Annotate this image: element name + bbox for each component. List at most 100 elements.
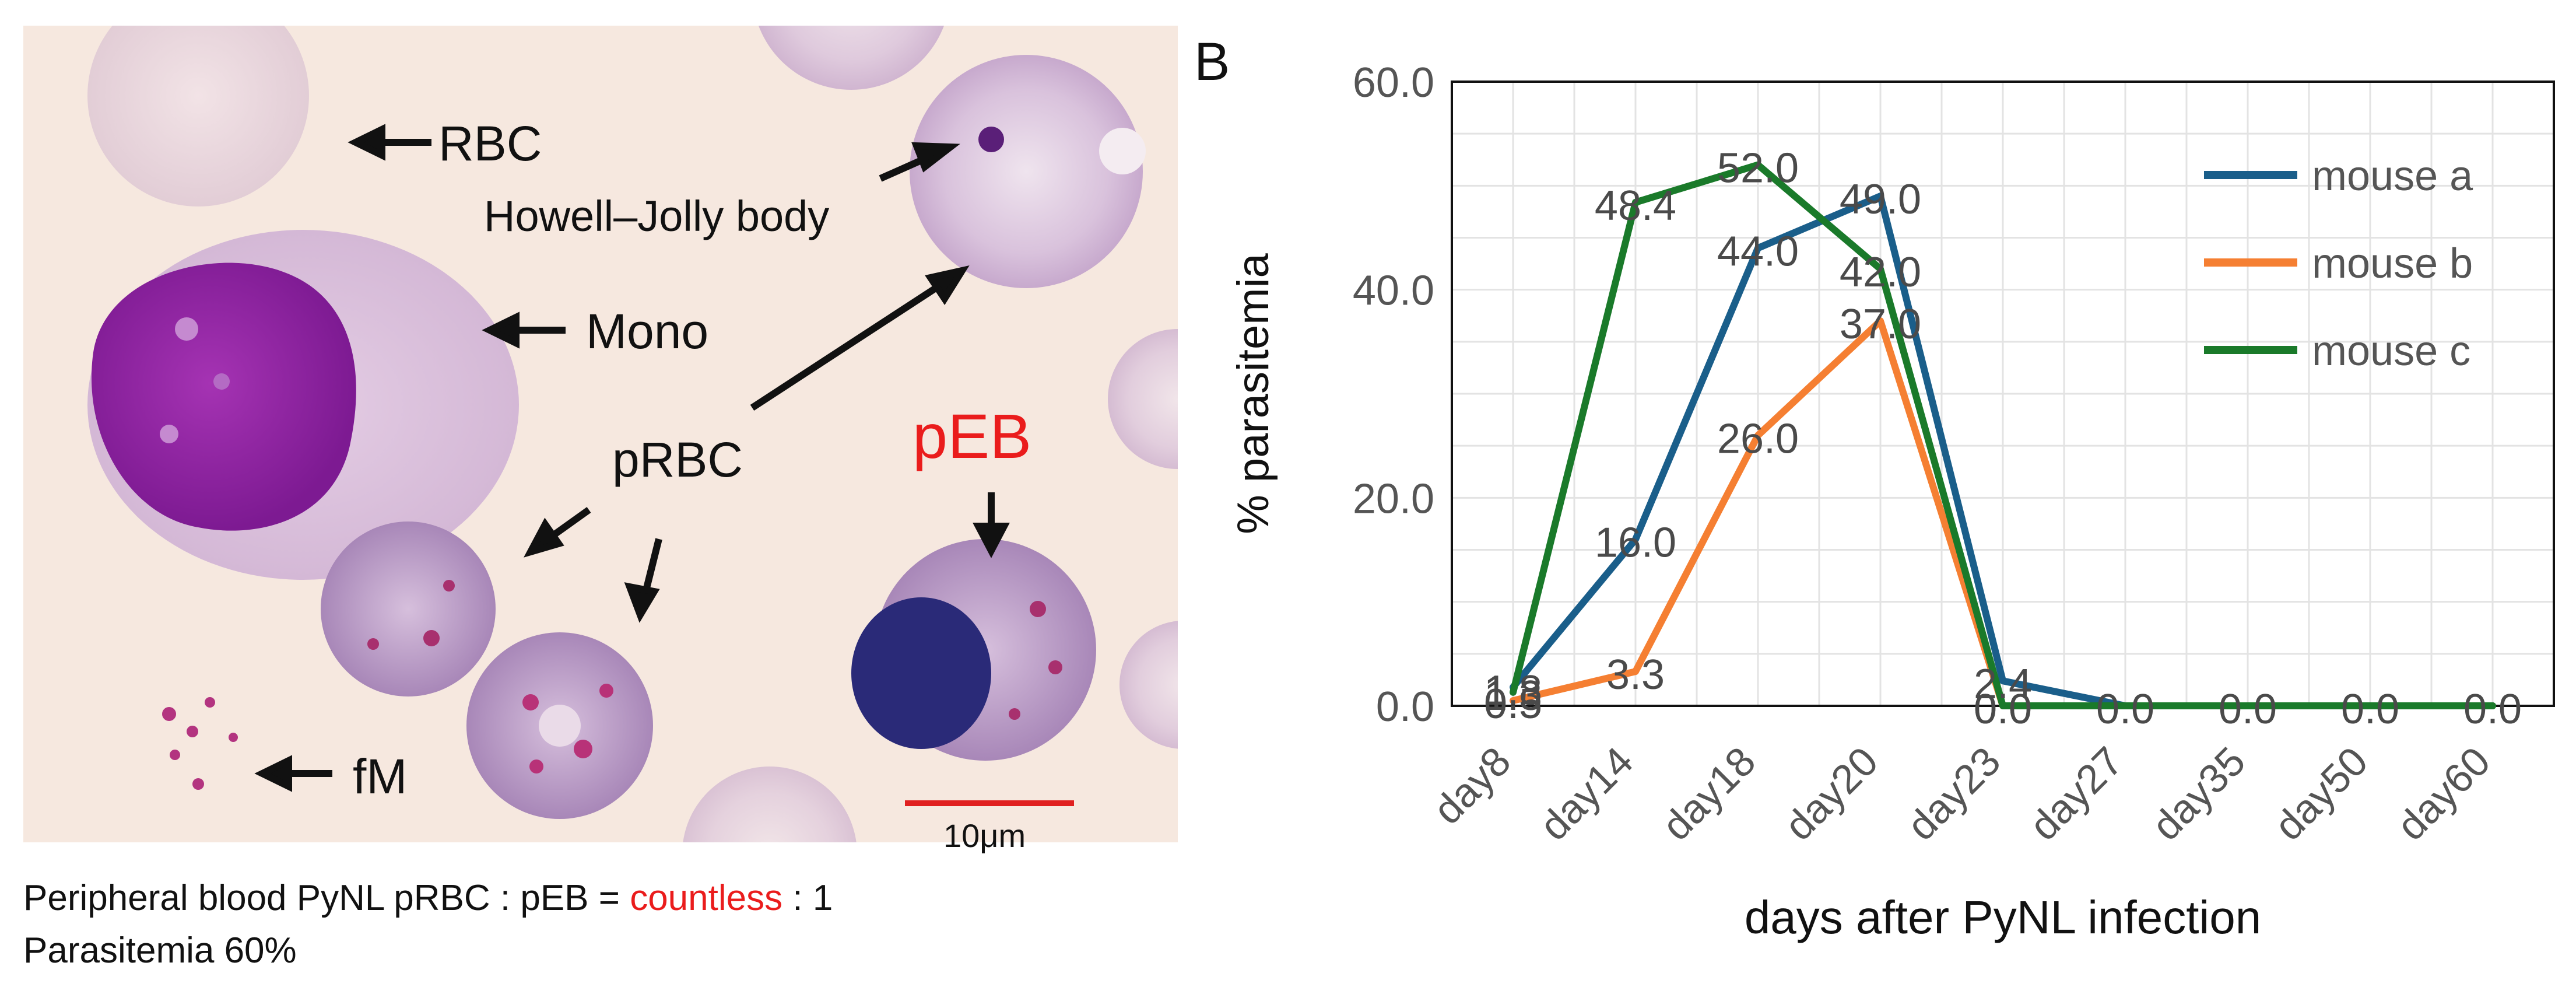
x-tick-label: day50 — [2266, 738, 2377, 849]
peb-nucleus — [851, 597, 991, 749]
y-tick-label: 0.0 — [1376, 684, 1434, 730]
nucleus-vacuole — [160, 425, 178, 443]
data-label: 0.0 — [2463, 686, 2522, 733]
fm-fragment — [162, 707, 176, 721]
data-label: 48.4 — [1595, 183, 1676, 229]
parasite-spot — [574, 740, 592, 758]
arrow-peb-head — [973, 523, 1010, 558]
rbc-cell-partial — [758, 26, 945, 90]
x-tick-label: day35 — [2143, 738, 2254, 849]
monocyte-nucleus — [91, 262, 356, 531]
data-label: 16.0 — [1595, 520, 1676, 566]
parasite-spot — [522, 694, 539, 710]
nucleus-vacuole — [213, 373, 230, 390]
y-axis-title: % parasitemia — [1229, 253, 1278, 534]
y-tick-label: 20.0 — [1353, 475, 1434, 522]
fm-fragment — [187, 726, 198, 737]
scale-bar — [905, 800, 1074, 806]
data-label: 49.0 — [1840, 176, 1921, 223]
data-label: 0.0 — [1974, 686, 2032, 733]
y-tick-label: 40.0 — [1353, 268, 1434, 314]
data-label: 0.0 — [2341, 686, 2399, 733]
data-label: 1.8 — [1484, 667, 1542, 714]
micrograph-drawing — [23, 26, 1178, 842]
parasitemia-line-chart: 0.0 20.0 40.0 60.0 day8 day14 day18 day20 day23… — [1229, 60, 2555, 943]
arrow-prbc-upper — [750, 279, 947, 411]
label-rbc: RBC — [438, 116, 542, 171]
blood-smear-micrograph: RBC Howell–Jolly body Mono pRBC pEB fM — [23, 26, 1178, 842]
parasite-spot — [1048, 660, 1062, 674]
legend-label: mouse a — [2312, 153, 2473, 200]
caption-line-1: Peripheral blood PyNL pRBC : pEB = count… — [23, 872, 833, 925]
arrow-fm-head — [254, 755, 292, 792]
prbc-cell — [321, 522, 496, 696]
cell-pallor — [1099, 128, 1146, 174]
label-mono: Mono — [586, 304, 709, 359]
x-tick-label: day60 — [2388, 738, 2499, 849]
x-tick-label: day14 — [1531, 738, 1642, 849]
data-label: 3.3 — [1606, 652, 1665, 698]
y-axis-ticks: 0.0 20.0 40.0 60.0 — [1353, 60, 1434, 730]
annotation-arrows — [254, 124, 1010, 792]
parasite-spot — [1030, 601, 1046, 617]
parasite-spot — [529, 760, 543, 774]
fm-fragment — [229, 733, 238, 742]
arrow-mono-head — [482, 312, 520, 349]
caption-line-1-suffix: : 1 — [782, 878, 833, 918]
arrow-prbc-lower-head — [624, 582, 660, 623]
label-fm: fM — [353, 749, 408, 804]
data-label: 0.0 — [1974, 686, 2032, 733]
x-tick-label: day8 — [1424, 738, 1519, 832]
cell-vacuole — [539, 705, 581, 747]
panel-b-letter: B — [1194, 32, 1230, 92]
data-label: 0.0 — [2096, 686, 2154, 733]
rbc-cell — [87, 26, 309, 206]
data-label: 0.5 — [1484, 681, 1542, 727]
fm-fragment — [192, 778, 204, 790]
fm-fragment — [205, 697, 215, 708]
parasite-spot — [1009, 708, 1020, 720]
caption-line-2: Parasitemia 60% — [23, 930, 297, 971]
legend-label: mouse c — [2312, 328, 2470, 374]
y-tick-label: 60.0 — [1353, 60, 1434, 106]
howell-jolly-dot — [978, 127, 1004, 152]
panel-a-caption: Peripheral blood PyNL pRBC : pEB = count… — [23, 872, 833, 977]
chart-legend: mouse a mouse b mouse c — [2204, 153, 2473, 374]
label-prbc: pRBC — [612, 432, 743, 487]
data-label: 52.0 — [1717, 145, 1799, 192]
data-label: 44.0 — [1717, 228, 1799, 275]
scale-bar-label: 10μm — [943, 817, 1026, 854]
parasite-spot — [423, 630, 440, 646]
arrow-prbc-left-head — [524, 517, 564, 558]
rbc-cell-partial — [1108, 329, 1178, 469]
data-labels: 1.81.30.5 16.0 3.3 48.4 44.0 26.0 52.0 49.0 37.0… — [1484, 145, 2522, 733]
x-tick-label: day20 — [1776, 738, 1887, 849]
label-peb: pEB — [913, 401, 1032, 471]
nucleus-vacuole — [175, 317, 198, 341]
data-label: 2.4 — [1974, 661, 2032, 708]
legend-label: mouse b — [2312, 240, 2473, 287]
caption-line-1-prefix: Peripheral blood PyNL pRBC : pEB = — [23, 878, 630, 918]
x-tick-label: day27 — [2021, 738, 2132, 849]
x-tick-label: day18 — [1654, 738, 1764, 849]
arrow-prbc-upper-head — [925, 265, 970, 306]
fm-fragment — [170, 750, 180, 760]
data-label: 42.0 — [1840, 249, 1921, 296]
x-axis-title: days after PyNL infection — [1745, 891, 2261, 943]
howell-jolly-rbc — [910, 55, 1143, 288]
data-label: 0.0 — [2219, 686, 2277, 733]
label-howell-jolly: Howell–Jolly body — [484, 192, 830, 240]
parasite-spot — [599, 684, 613, 698]
arrow-howell-jolly-head — [911, 142, 960, 173]
parasite-spot — [443, 580, 455, 592]
parasite-spot — [367, 638, 379, 650]
series-line-mouse-c — [1510, 161, 2496, 709]
caption-highlight: countless — [630, 878, 783, 918]
data-label: 37.0 — [1840, 301, 1921, 348]
rbc-cell-partial — [683, 766, 857, 842]
rbc-cell-partial — [1119, 621, 1178, 749]
x-tick-label: day23 — [1898, 738, 2009, 849]
arrow-rbc-head — [348, 124, 385, 161]
x-axis-ticks: day8 day14 day18 day20 day23 day27 day35 day50 d… — [1424, 738, 2498, 849]
data-label: 26.0 — [1717, 415, 1799, 462]
